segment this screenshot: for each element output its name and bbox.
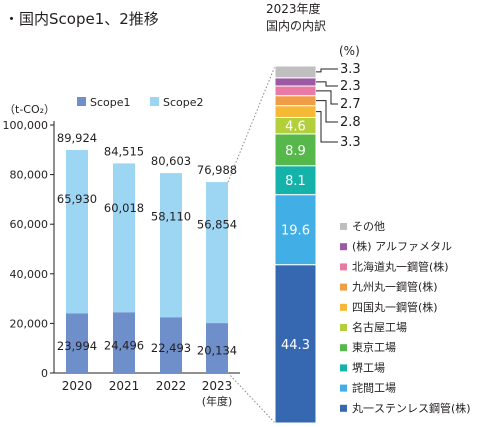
breakdown-legend-label: 丸一ステンレス鋼管(株): [352, 401, 471, 415]
x-axis-suffix: (年度): [202, 394, 233, 408]
callout-value-label: 2.3: [340, 79, 361, 94]
scope2-value-label: 65,930: [57, 192, 97, 206]
breakdown-legend-label: 九州丸一鋼管(株): [352, 280, 438, 294]
breakdown-legend-label: その他: [352, 220, 385, 233]
unit-label: (%): [339, 44, 360, 58]
breakdown-title-year: 2023年度: [266, 1, 321, 16]
segment-value-label: 8.9: [285, 144, 306, 159]
total-value-label: 76,988: [197, 163, 237, 177]
x-tick-label: 2022: [156, 379, 187, 393]
callout-leader-line: [316, 68, 338, 73]
callout-leader-line: [316, 111, 338, 143]
callout-leader-line: [316, 90, 338, 105]
legend-label: Scope1: [90, 96, 131, 109]
breakdown-legend-label: 名古屋工場: [352, 320, 407, 334]
segment-value-label: 44.3: [281, 338, 310, 353]
scope2-value-label: 58,110: [151, 209, 191, 223]
y-tick-label: 20,000: [10, 317, 49, 330]
y-tick-label: 40,000: [10, 268, 49, 281]
callout-value-label: 2.8: [340, 115, 361, 130]
scope1-bar: [206, 323, 228, 373]
breakdown-legend-label: 詫間工場: [352, 381, 396, 395]
legend-label: Scope2: [163, 96, 204, 109]
callout-value-label: 2.7: [340, 97, 361, 112]
breakdown-legend-swatch: [340, 283, 347, 291]
breakdown-legend-label: 東京工場: [352, 340, 396, 354]
breakdown-legend-swatch: [340, 344, 347, 352]
scope1-value-label: 24,496: [104, 339, 144, 353]
connector-line-bottom: [227, 372, 276, 424]
segment-value-label: 4.6: [285, 120, 306, 135]
breakdown-segment: [274, 105, 317, 118]
breakdown-legend-swatch: [340, 303, 347, 311]
scope1-bar: [113, 312, 135, 373]
y-tick-label: 100,000: [3, 119, 49, 132]
scope2-bar: [206, 182, 228, 324]
scope2-bar: [160, 173, 182, 318]
breakdown-segment: [274, 95, 317, 107]
x-tick-label: 2023: [202, 379, 233, 393]
connector-line-top: [227, 65, 276, 183]
breakdown-legend-label: 堺工場: [352, 361, 385, 374]
y-tick-label: 80,000: [10, 169, 49, 182]
segment-value-label: 19.6: [281, 224, 310, 239]
callout-value-label: 3.3: [340, 135, 361, 150]
breakdown-chart: (%) 44.3 19.6 8.1 8.9 4.6 3.3 2.3 2.7 2.8 3.3 その他 (株…: [227, 44, 471, 424]
breakdown-legend-label: 四国丸一鋼管(株): [352, 300, 438, 314]
breakdown-legend-label: 北海道丸一鋼管(株): [352, 259, 449, 273]
callout-leader-line: [316, 81, 338, 87]
callout-value-label: 3.3: [340, 62, 361, 77]
breakdown-segment: [274, 77, 317, 87]
scope1-value-label: 20,134: [197, 344, 237, 358]
y-tick-label: 0: [41, 367, 48, 380]
scope1-bar: [66, 313, 88, 373]
breakdown-legend-swatch: [340, 364, 347, 372]
x-tick-label: 2020: [62, 379, 93, 393]
trend-chart: 0 20,000 40,000 60,000 80,000 100,000 89,924 65…: [3, 96, 240, 408]
callout-leader-line: [316, 100, 338, 123]
total-value-label: 80,603: [151, 154, 191, 168]
scope1-value-label: 22,493: [151, 341, 191, 355]
breakdown-legend-swatch: [340, 263, 347, 271]
chart-title: ・国内Scope1、2推移: [4, 10, 159, 28]
y-axis-unit-label: （t-CO₂）: [4, 103, 55, 116]
segment-value-label: 8.1: [285, 174, 306, 189]
y-tick-label: 60,000: [10, 218, 49, 231]
breakdown-legend-swatch: [340, 324, 347, 331]
breakdown-title: 国内の内訳: [266, 18, 326, 33]
breakdown-segment: [274, 133, 317, 167]
breakdown-legend-swatch: [340, 384, 347, 392]
scope2-value-label: 56,854: [197, 217, 237, 231]
breakdown-segment: [274, 65, 317, 79]
legend-swatch: [150, 97, 159, 106]
total-value-label: 89,924: [57, 131, 97, 145]
scope2-bar: [113, 163, 135, 313]
scope2-value-label: 60,018: [104, 201, 144, 215]
scope2-bar: [66, 149, 88, 314]
total-value-label: 84,515: [104, 144, 144, 158]
breakdown-segment: [274, 85, 317, 97]
scope1-bar: [160, 317, 182, 373]
x-tick-label: 2021: [109, 379, 140, 393]
scope1-value-label: 23,994: [57, 339, 97, 353]
breakdown-legend-swatch: [340, 404, 347, 412]
breakdown-legend-swatch: [340, 223, 347, 230]
legend-swatch: [77, 97, 86, 106]
breakdown-legend-label: (株) アルファメタル: [352, 239, 452, 253]
breakdown-legend-swatch: [340, 243, 347, 251]
